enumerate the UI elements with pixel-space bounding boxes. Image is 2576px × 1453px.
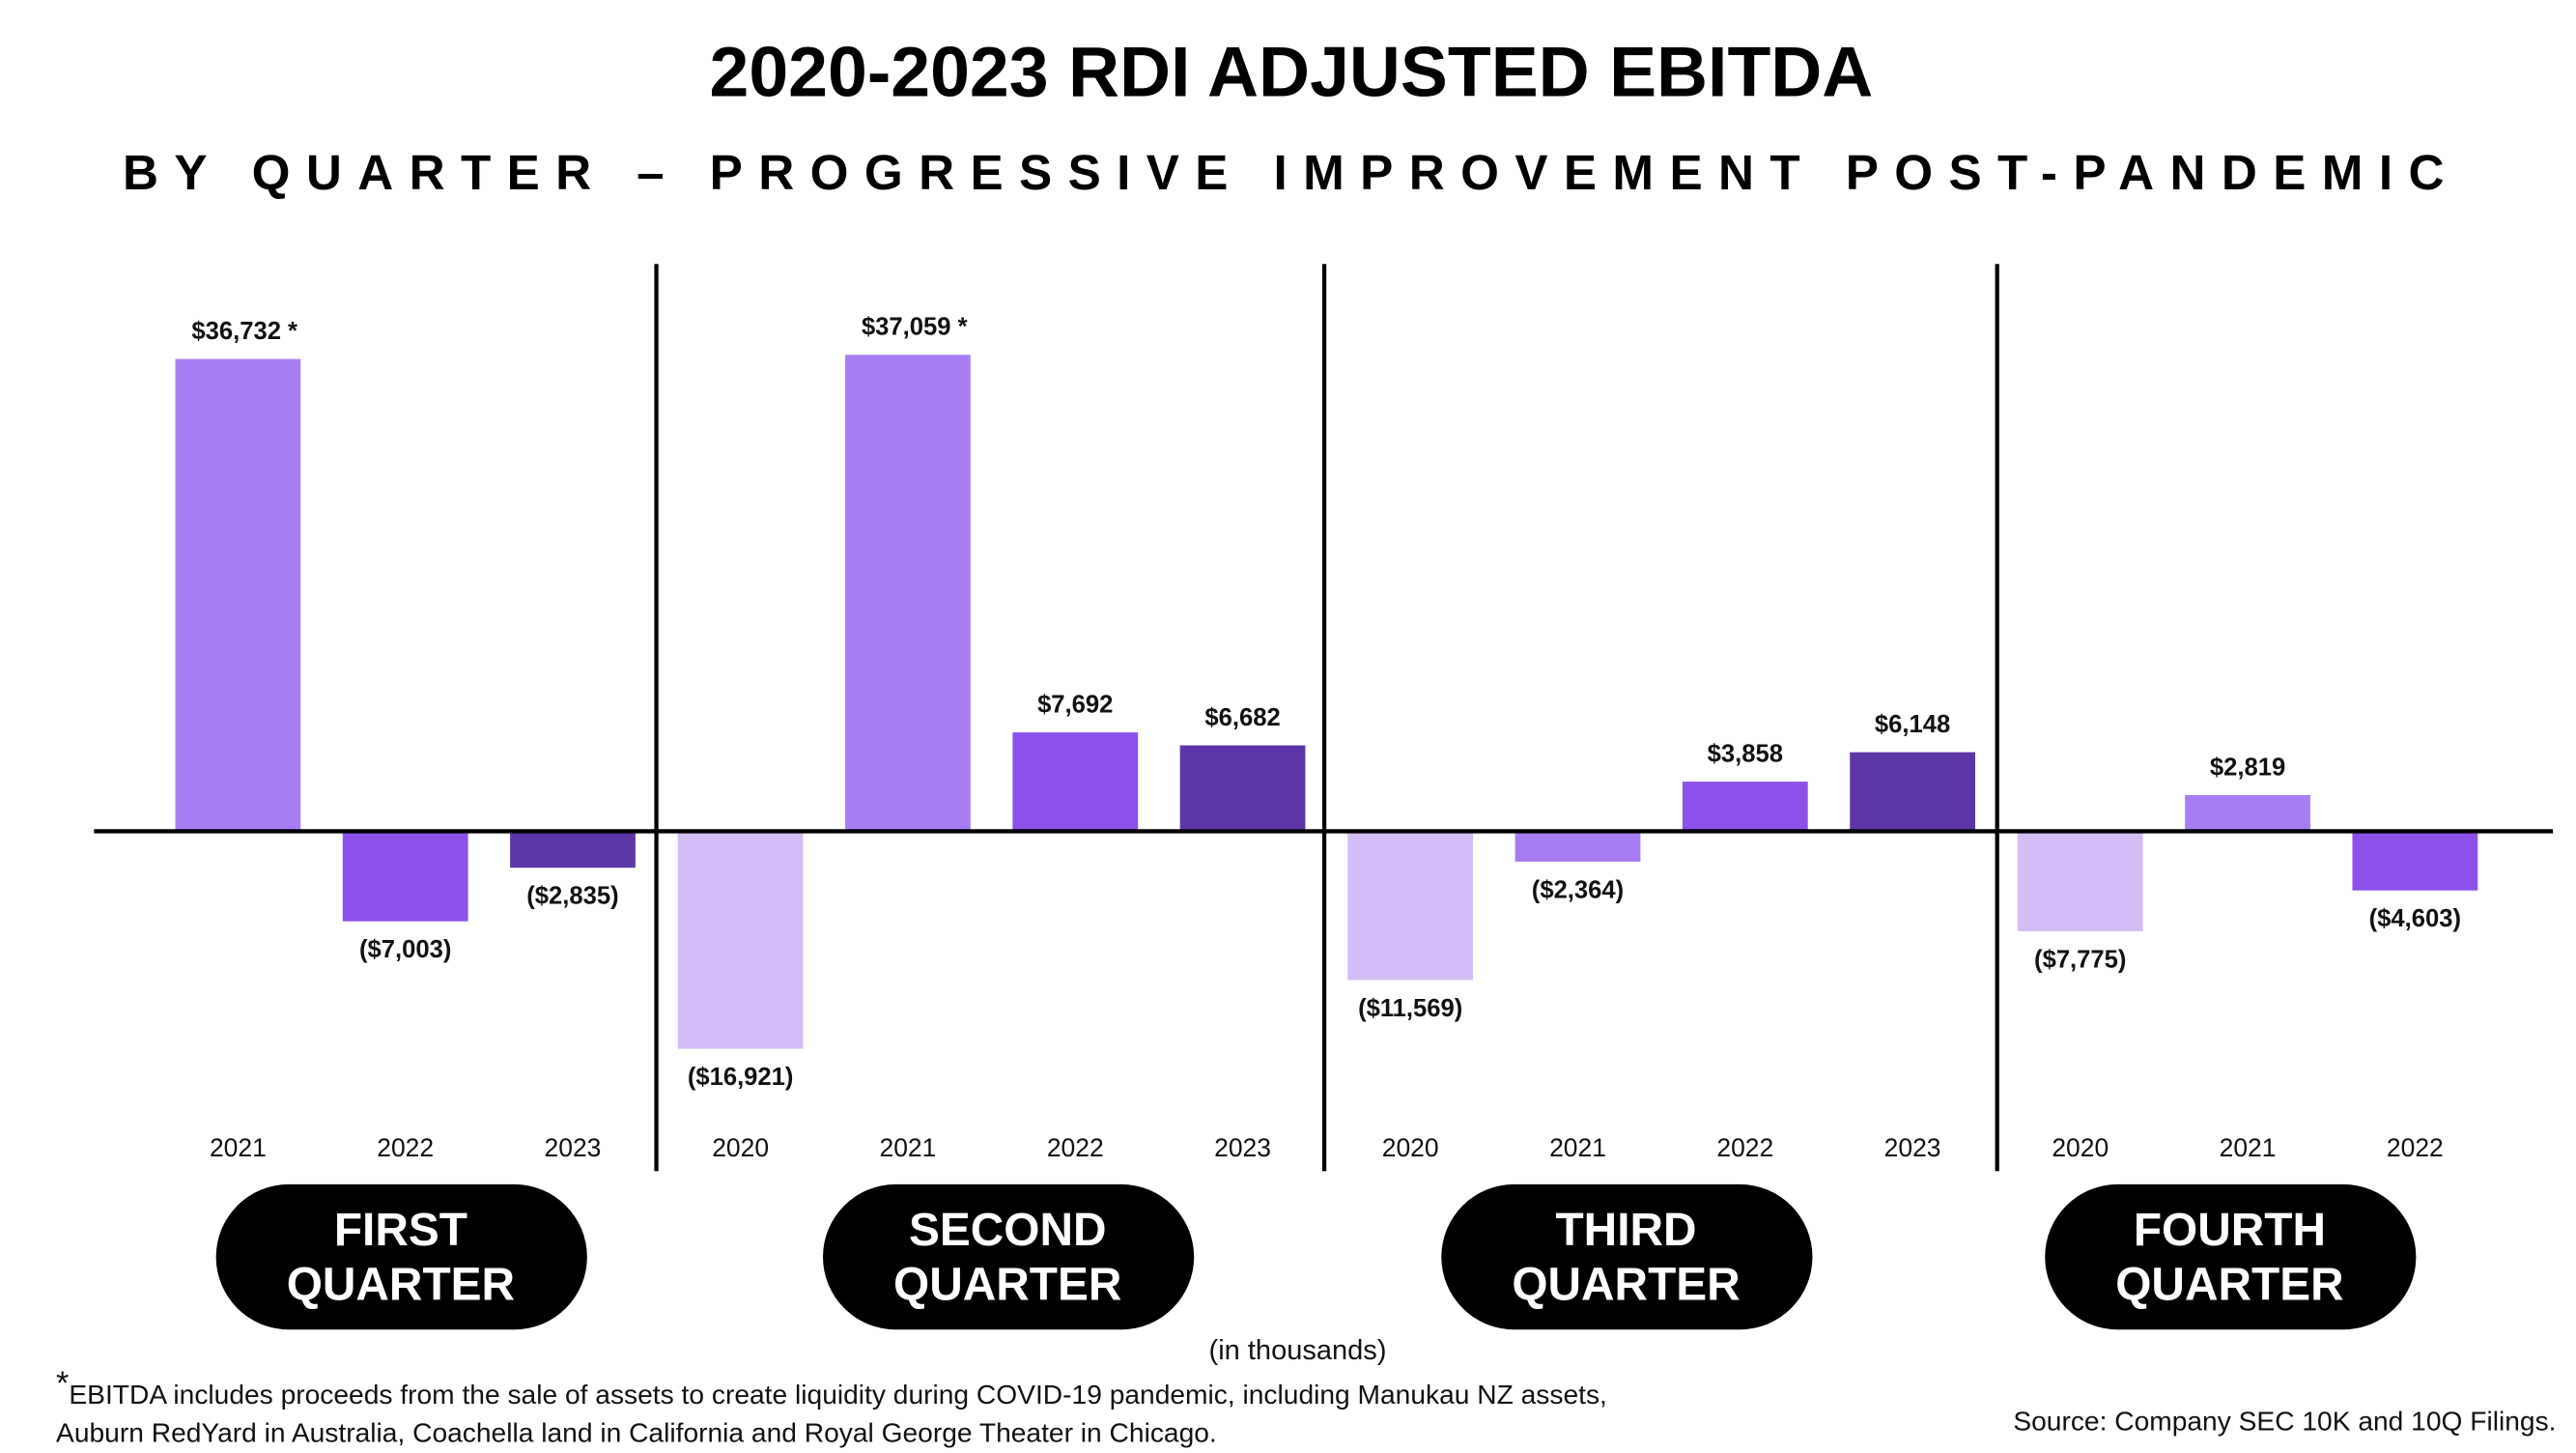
value-label: ($7,003)	[359, 936, 451, 963]
value-label: $6,682	[1204, 704, 1280, 731]
units-note: (in thousands)	[1208, 1334, 1387, 1366]
value-label: ($2,364)	[1532, 876, 1624, 903]
x-tick-label: 2023	[1884, 1133, 1941, 1162]
bar	[342, 831, 468, 922]
chart-title: 2020-2023 RDI ADJUSTED EBITDA	[710, 33, 1874, 112]
value-label: $7,692	[1037, 692, 1113, 719]
source: Source: Company SEC 10K and 10Q Filings.	[2013, 1407, 2557, 1438]
x-tick-label: 2021	[2220, 1133, 2277, 1162]
value-label: $3,858	[1708, 741, 1783, 768]
bar	[2185, 794, 2310, 832]
chart-subtitle: BY QUARTER – PROGRESSIVE IMPROVEMENT POS…	[123, 145, 2460, 200]
bar	[2352, 831, 2478, 891]
quarter-label: SECOND QUARTER	[822, 1183, 1194, 1330]
bar	[845, 355, 971, 832]
bar	[1347, 831, 1474, 981]
bar	[175, 358, 301, 832]
x-tick-label: 2022	[2387, 1133, 2444, 1162]
value-label: ($16,921)	[688, 1064, 794, 1091]
bar	[1682, 782, 1808, 832]
x-tick-label: 2021	[210, 1133, 267, 1162]
x-tick-label: 2021	[880, 1133, 937, 1162]
bar	[510, 831, 636, 869]
value-label: $37,059 *	[862, 314, 968, 341]
x-tick-label: 2022	[1047, 1133, 1104, 1162]
bar	[1514, 831, 1641, 862]
x-tick-label: 2021	[1549, 1133, 1606, 1162]
value-label: ($7,775)	[2034, 946, 2126, 973]
x-tick-label: 2022	[1716, 1133, 1773, 1162]
bar	[1012, 732, 1139, 832]
value-label: ($11,569)	[1358, 995, 1462, 1022]
footnote: *EBITDA includes proceeds from the sale …	[56, 1366, 1615, 1453]
x-tick-label: 2020	[1382, 1133, 1439, 1162]
x-tick-label: 2020	[2052, 1133, 2109, 1162]
x-tick-label: 2023	[1214, 1133, 1271, 1162]
quarter-label: FIRST QUARTER	[214, 1183, 586, 1330]
bar	[1179, 745, 1306, 832]
value-label: $36,732 *	[191, 318, 297, 345]
x-tick-label: 2023	[545, 1133, 602, 1162]
footnote-marker: *	[56, 1365, 70, 1403]
value-label: ($4,603)	[2369, 905, 2461, 932]
footnote-text: EBITDA includes proceeds from the sale o…	[56, 1381, 1607, 1449]
value-label: $2,819	[2210, 754, 2285, 781]
bar	[677, 831, 804, 1049]
bar	[2017, 831, 2143, 931]
quarter-label: FOURTH QUARTER	[2044, 1183, 2416, 1330]
quarter-label: THIRD QUARTER	[1440, 1183, 1812, 1330]
bar	[1850, 752, 1975, 832]
value-label: ($2,835)	[526, 883, 618, 910]
x-tick-label: 2020	[712, 1133, 769, 1162]
value-label: $6,148	[1875, 711, 1950, 738]
x-tick-label: 2022	[377, 1133, 434, 1162]
